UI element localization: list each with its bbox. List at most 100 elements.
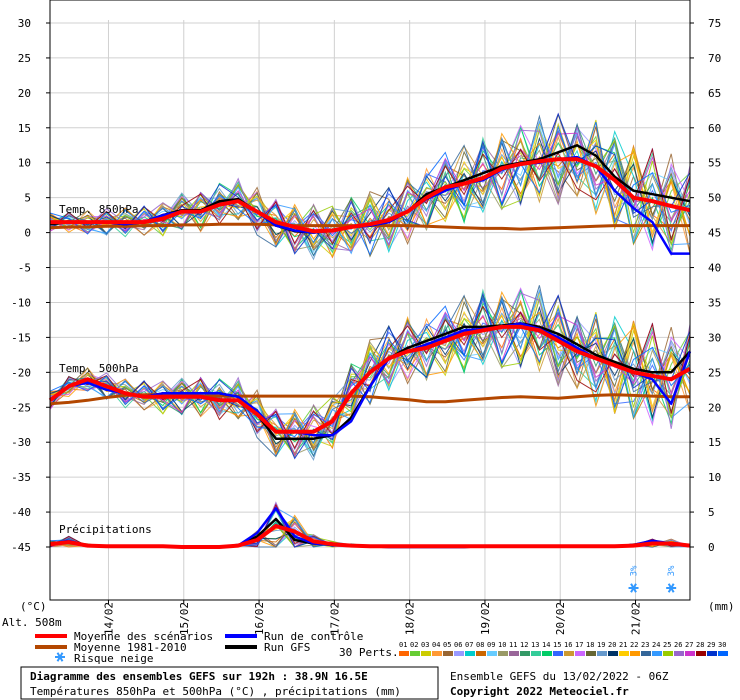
y-tick-label-left: -10 (11, 296, 31, 309)
y-tick-label-left: -45 (11, 541, 31, 554)
member-number: 06 (454, 641, 462, 649)
member-number: 27 (685, 641, 693, 649)
member-number: 24 (652, 641, 660, 649)
series-line-t500 (48, 324, 691, 434)
member-swatch (564, 651, 574, 656)
y-tick-label-right: 15 (708, 436, 721, 449)
x-tick-label: 15/02 (178, 602, 191, 635)
legend-mean: Moyenne des scénarios (74, 630, 213, 643)
label-precip: Précipitations (59, 523, 152, 536)
footer-title-box (20, 666, 439, 700)
member-swatch (520, 651, 530, 656)
series-line-precip (49, 524, 691, 549)
member-swatch (586, 651, 596, 656)
snowflake-stroke (630, 583, 637, 593)
member-swatch (542, 651, 552, 656)
member-number: 05 (443, 641, 451, 649)
snowflake-icon (55, 652, 65, 662)
snow-risk-label: 3% (630, 565, 640, 576)
altitude-label: Alt. 508m (2, 616, 62, 629)
member-swatch (410, 651, 420, 656)
y-tick-label-left: -20 (11, 366, 31, 379)
legend: Moyenne des scénarios Moyenne 1981-2010 … (35, 630, 363, 665)
label-t500: Temp. 500hPa (59, 362, 138, 375)
member-swatch (707, 651, 717, 656)
y-tick-label-right: 50 (708, 192, 721, 205)
member-swatch (718, 651, 728, 656)
member-swatch (487, 651, 497, 656)
member-swatch (553, 651, 563, 656)
y-tick-label-left: 20 (18, 87, 31, 100)
member-swatch (630, 651, 640, 656)
member-swatch (619, 651, 629, 656)
y-tick-label-right: 35 (708, 296, 721, 309)
legend-swatch-clim (35, 645, 67, 649)
y-tick-label-right: 55 (708, 157, 721, 170)
member-number: 12 (520, 641, 528, 649)
member-swatch (443, 651, 453, 656)
y-tick-label-left: 30 (18, 17, 31, 30)
x-tick-label: 18/02 (404, 602, 417, 635)
member-number: 25 (663, 641, 671, 649)
footer-subtitle: Températures 850hPa et 500hPa (°C) , pré… (30, 685, 401, 698)
snow-risk-markers: 3% 3% (628, 565, 677, 593)
y-tick-label-left: 25 (18, 52, 31, 65)
snow-risk-label: 3% (667, 565, 677, 576)
member-number: 28 (696, 641, 704, 649)
x-tick-label: 20/02 (554, 602, 567, 635)
y-tick-label-left: -30 (11, 436, 31, 449)
y-tick-label-right: 0 (708, 541, 715, 554)
member-swatch (641, 651, 651, 656)
y-tick-label-right: 75 (708, 17, 721, 30)
legend-swatch-control (225, 634, 257, 638)
member-number: 10 (498, 641, 506, 649)
member-number: 01 (399, 641, 407, 649)
legend-clim: Moyenne 1981-2010 (74, 641, 187, 654)
y-tick-label-left: -5 (18, 262, 31, 275)
member-swatch (531, 651, 541, 656)
snowflake-icon (628, 583, 639, 593)
y-tick-label-left: -15 (11, 331, 31, 344)
x-tick-label: 19/02 (479, 602, 492, 635)
y-tick-label-left: -25 (11, 401, 31, 414)
member-number: 17 (575, 641, 583, 649)
member-number: 16 (564, 641, 572, 649)
member-swatch (685, 651, 695, 656)
y-tick-label-left: 15 (18, 122, 31, 135)
member-number: 23 (641, 641, 649, 649)
y-tick-label-left: -35 (11, 471, 31, 484)
y-tick-label-right: 60 (708, 122, 721, 135)
y-tick-label-right: 45 (708, 227, 721, 240)
series-line-t500 (49, 322, 692, 437)
member-swatch (432, 651, 442, 656)
member-swatch (421, 651, 431, 656)
left-unit-label: (°C) (20, 600, 47, 613)
member-swatch (509, 651, 519, 656)
member-swatch (399, 651, 409, 656)
y-tick-label-left: 10 (18, 157, 31, 170)
y-tick-label-right: 5 (708, 506, 715, 519)
member-swatch (575, 651, 585, 656)
member-color-legend: 01 02 03 04 05 06 07 08 09 10 11 12 13 14 15 16 17 18 19 20… (399, 641, 728, 656)
plot-frame (49, 0, 691, 601)
member-number: 04 (432, 641, 440, 649)
x-tick-label: 21/02 (630, 602, 643, 635)
member-swatch (696, 651, 706, 656)
y-tick-label-right: 65 (708, 87, 721, 100)
members-count-label: 30 Perts. (339, 646, 399, 659)
member-number: 11 (509, 641, 517, 649)
y-tick-label-right: 10 (708, 471, 721, 484)
member-swatch (476, 651, 486, 656)
y-tick-label-right: 20 (708, 401, 721, 414)
member-swatch (608, 651, 618, 656)
axes (46, 0, 694, 604)
footer-title: Diagramme des ensembles GEFS sur 192h : … (30, 670, 368, 683)
footer-run: Ensemble GEFS du 13/02/2022 - 06Z (450, 670, 669, 683)
y-tick-label-left: 5 (24, 192, 31, 205)
snowflake-icon (666, 583, 677, 593)
member-number: 30 (718, 641, 726, 649)
snowflake-stroke (667, 583, 675, 593)
member-line (49, 119, 691, 255)
y-tick-label-right: 30 (708, 331, 721, 344)
